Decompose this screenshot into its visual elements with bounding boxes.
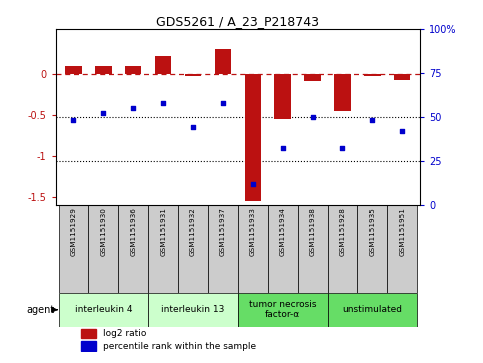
Bar [95,66,112,74]
Text: log2 ratio: log2 ratio [103,329,146,338]
Bar [334,74,351,111]
Text: GSM1151932: GSM1151932 [190,207,196,256]
Bar [238,293,327,327]
Bar [327,293,417,327]
Bar [148,293,238,327]
Point [159,100,167,106]
Bar [81,329,96,338]
Bar [268,205,298,293]
Bar [81,341,96,351]
Bar [118,205,148,293]
Point [398,128,406,134]
Point [99,110,107,116]
Bar [185,74,201,76]
Point [70,118,77,123]
Text: percentile rank within the sample: percentile rank within the sample [103,342,256,351]
Point [339,146,346,151]
Bar [387,205,417,293]
Text: GSM1151951: GSM1151951 [399,207,405,256]
Bar [88,205,118,293]
Bar [304,74,321,81]
Bar [125,66,142,74]
Text: interleukin 13: interleukin 13 [161,305,225,314]
Bar [208,205,238,293]
Point [129,105,137,111]
Text: GSM1151937: GSM1151937 [220,207,226,256]
Bar [274,74,291,119]
Text: GSM1151928: GSM1151928 [340,207,345,256]
Bar [238,205,268,293]
Bar [357,205,387,293]
Point [309,114,316,120]
Bar [148,205,178,293]
Bar [215,49,231,74]
Bar [65,66,82,74]
Point [219,100,227,106]
Text: GSM1151938: GSM1151938 [310,207,315,256]
Bar [58,293,148,327]
Bar [327,205,357,293]
Bar [244,74,261,201]
Text: GSM1151929: GSM1151929 [71,207,76,256]
Text: interleukin 4: interleukin 4 [74,305,132,314]
Text: GSM1151931: GSM1151931 [160,207,166,256]
Title: GDS5261 / A_23_P218743: GDS5261 / A_23_P218743 [156,15,319,28]
Bar [394,74,411,80]
Bar [364,74,381,76]
Text: unstimulated: unstimulated [342,305,402,314]
Bar [155,56,171,74]
Text: GSM1151935: GSM1151935 [369,207,375,256]
Point [189,125,197,130]
Text: GSM1151930: GSM1151930 [100,207,106,256]
Point [279,146,286,151]
Text: GSM1151936: GSM1151936 [130,207,136,256]
Point [369,118,376,123]
Point [249,181,256,187]
Bar [298,205,327,293]
Bar [178,205,208,293]
Text: GSM1151934: GSM1151934 [280,207,286,256]
Text: tumor necrosis
factor-α: tumor necrosis factor-α [249,300,316,319]
Text: agent: agent [27,305,55,315]
Bar [58,205,88,293]
Text: GSM1151933: GSM1151933 [250,207,256,256]
